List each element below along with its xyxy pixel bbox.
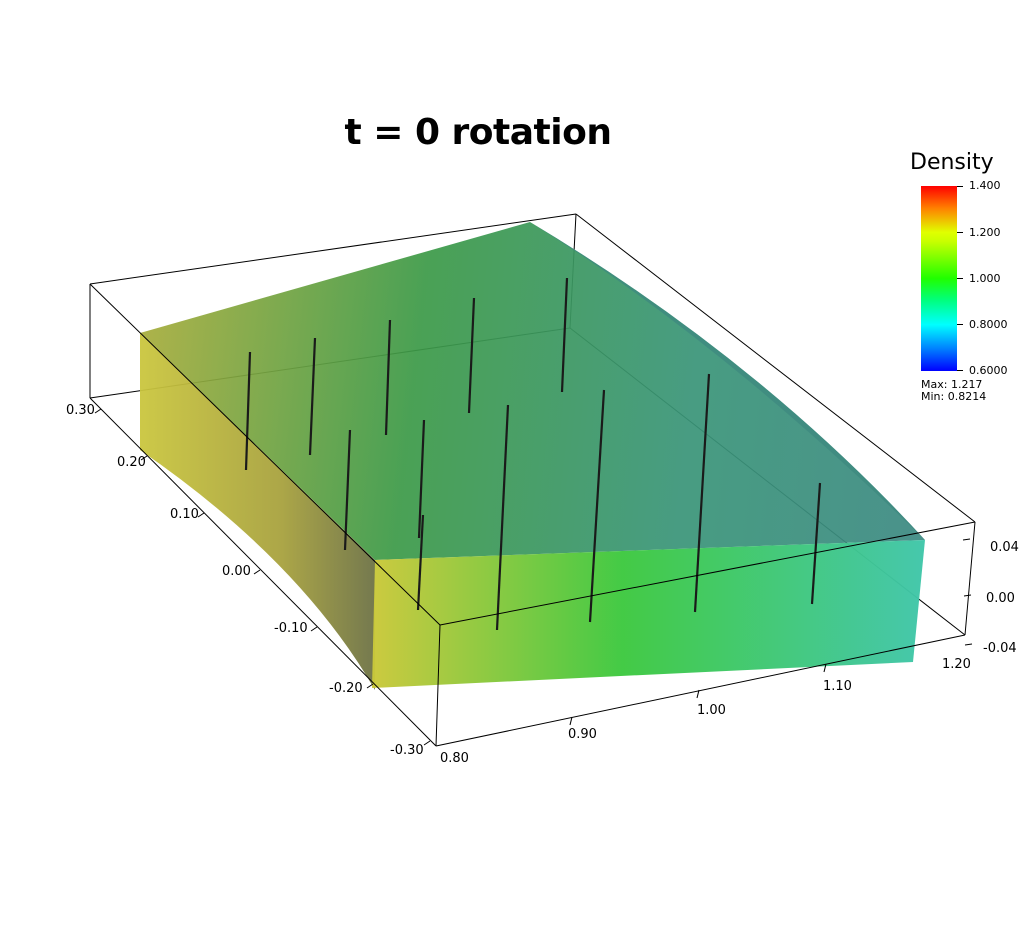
y-tick-label: 0.10 [170,507,199,522]
colorbar-tick-label: 0.6000 [969,364,1008,377]
colorbar [921,186,957,371]
y-tick-label: 0.20 [117,455,146,470]
x-tick-label: 1.00 [697,703,726,718]
y-tick-label: 0.00 [222,564,251,579]
y-tick-label: -0.30 [390,743,424,758]
x-tick-label: 0.90 [568,727,597,742]
axis-ticks [94,408,973,746]
top-surface [140,222,925,560]
colorbar-tick [957,370,963,371]
colorbar-tick [957,324,963,325]
x-tick-label: 0.80 [440,751,469,766]
plot-title: t = 0 rotation [344,112,612,153]
velocity-glyphs [244,277,822,631]
y-tick-label: 0.30 [66,403,95,418]
bounding-box-front [89,283,976,747]
z-tick-label: 0.00 [986,591,1015,606]
colorbar-tick [957,278,963,279]
colorbar-max-label: Max: 1.217 [921,378,983,391]
colorbar-tick [957,186,963,187]
colorbar-tick-label: 1.400 [969,179,1001,192]
left-curved-face [140,333,375,690]
z-tick-label: -0.04 [983,641,1017,656]
y-tick-label: -0.10 [274,621,308,636]
colorbar-tick-label: 1.200 [969,226,1001,239]
y-tick-label: -0.20 [329,681,363,696]
colorbar-tick-label: 1.000 [969,272,1001,285]
colorbar-tick-label: 0.8000 [969,318,1008,331]
x-tick-label: 1.20 [942,657,971,672]
colorbar-title: Density [910,150,994,175]
front-face [372,540,925,688]
z-tick-label: 0.04 [990,540,1019,555]
x-tick-label: 1.10 [823,679,852,694]
colorbar-tick [957,232,963,233]
colorbar-min-label: Min: 0.8214 [921,390,987,403]
